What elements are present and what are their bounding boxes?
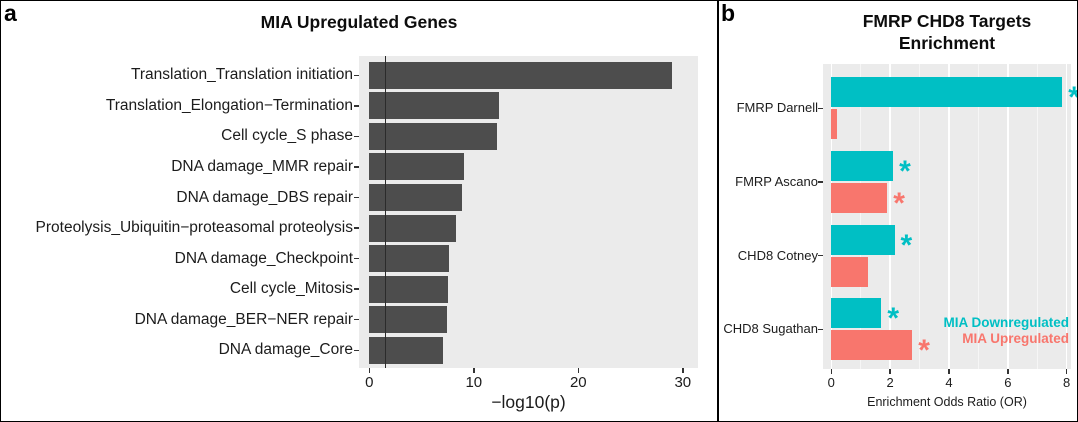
x-tick: [889, 369, 891, 374]
bar: [369, 153, 465, 181]
x-tick: [830, 369, 833, 374]
gridline-major: [889, 64, 891, 369]
x-tick: [1007, 369, 1009, 374]
panel-b-xaxis-label: Enrichment Odds Ratio (OR): [867, 395, 1027, 409]
y-tick: [354, 166, 359, 168]
panel-a-letter: a: [4, 0, 17, 26]
category-label: DNA damage_BER−NER repair: [134, 310, 353, 328]
x-tick-label: 2: [886, 375, 894, 390]
bar: [369, 122, 497, 150]
category-label: DNA damage_MMR repair: [171, 157, 353, 175]
y-tick: [818, 328, 823, 331]
category-label: DNA damage_DBS repair: [176, 188, 353, 206]
bar: [369, 61, 673, 89]
bar: [831, 224, 895, 255]
category-label: CHD8 Sugathan: [723, 321, 818, 337]
category-label: DNA damage_Checkpoint: [174, 249, 353, 267]
y-tick: [818, 254, 823, 257]
category-label: Translation_Translation initiation: [131, 66, 353, 84]
bar: [831, 151, 894, 181]
gridline-minor: [1036, 64, 1038, 369]
panel-b-letter: b: [721, 0, 736, 26]
significance-asterisk: *: [900, 228, 913, 262]
y-tick: [354, 135, 359, 138]
x-tick-label: 10: [465, 374, 483, 391]
y-tick: [354, 257, 359, 260]
x-tick: [577, 368, 580, 373]
y-tick: [354, 227, 359, 229]
category-label: CHD8 Cotney: [737, 247, 818, 263]
bar: [831, 298, 882, 329]
x-tick-label: 8: [1063, 375, 1071, 390]
legend-item-mia-downregulated: MIA Downregulated: [943, 315, 1069, 330]
gridline-major: [948, 64, 950, 369]
gridline-minor: [860, 64, 862, 369]
bar: [369, 336, 444, 364]
panel-b-title-line1: FMRP CHD8 Targets: [862, 11, 1032, 31]
bar: [831, 256, 869, 287]
y-tick: [354, 74, 359, 77]
panel-divider: [717, 1, 719, 421]
x-tick-label: 20: [569, 374, 587, 391]
x-tick-label: 0: [827, 375, 835, 390]
significance-line: [384, 56, 386, 368]
significance-asterisk: *: [887, 302, 899, 336]
significance-asterisk: *: [1068, 83, 1077, 113]
gridline-minor: [977, 64, 979, 369]
x-tick: [473, 368, 475, 373]
x-tick-label: 30: [674, 374, 692, 391]
bar: [831, 183, 888, 213]
x-tick: [1065, 369, 1068, 374]
bar: [369, 184, 463, 211]
y-tick: [354, 288, 359, 290]
bar: [369, 275, 448, 303]
significance-asterisk: *: [893, 187, 905, 220]
panel-a-title: MIA Upregulated Genes: [260, 12, 458, 32]
x-tick: [682, 368, 684, 373]
bar: [369, 214, 457, 242]
significance-asterisk: *: [918, 334, 930, 368]
panel-a-xaxis-label: −log10(p): [491, 392, 566, 412]
significance-asterisk: *: [899, 155, 911, 188]
category-label: FMRP Ascano: [735, 174, 818, 189]
bar: [369, 92, 499, 120]
x-tick: [368, 368, 371, 373]
y-tick: [354, 105, 359, 107]
x-tick-label: 6: [1004, 375, 1012, 390]
x-tick-label: 0: [365, 374, 374, 391]
category-label: Translation_Elongation−Termination: [105, 96, 353, 114]
y-tick: [354, 196, 359, 199]
y-tick: [354, 318, 359, 321]
category-label: Proteolysis_Ubiquitin−proteasomal proteo…: [35, 219, 353, 237]
bar: [831, 77, 1063, 108]
gridline-major: [1007, 64, 1009, 369]
gridline-major: [830, 64, 833, 369]
bar: [831, 330, 913, 361]
gridline-major: [1065, 64, 1068, 369]
category-label: DNA damage_Core: [218, 341, 353, 359]
x-tick-label: 4: [945, 375, 953, 390]
bar: [369, 306, 447, 334]
y-tick: [818, 181, 823, 183]
x-tick: [948, 369, 950, 374]
category-label: Cell cycle_Mitosis: [229, 280, 353, 298]
y-tick: [818, 107, 823, 110]
category-label: Cell cycle_S phase: [221, 127, 353, 145]
gridline-minor: [919, 64, 921, 369]
bar: [369, 245, 449, 273]
panel-b-title-line2: Enrichment: [898, 33, 996, 53]
y-tick: [354, 349, 359, 351]
legend-item-mia-upregulated: MIA Upregulated: [962, 331, 1069, 346]
bar: [831, 109, 838, 140]
category-label: FMRP Darnell: [736, 100, 818, 116]
